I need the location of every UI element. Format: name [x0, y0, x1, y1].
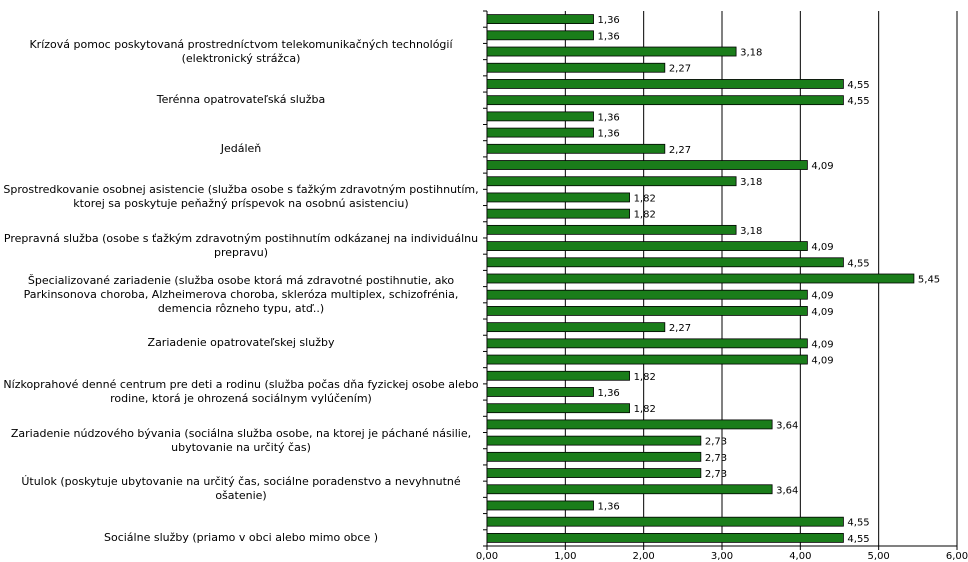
bar: [486, 338, 808, 349]
bar-value-label: 4,55: [847, 96, 869, 107]
bar: [486, 30, 594, 41]
bar-value-label: 1,36: [598, 501, 620, 512]
bar: [486, 451, 702, 462]
bar: [486, 208, 630, 219]
bar-value-label: 1,82: [634, 404, 656, 415]
bar: [486, 289, 808, 300]
category-label: Krízová pomoc poskytovaná prostredníctvo…: [29, 37, 453, 65]
bar-value-label: 1,82: [634, 210, 656, 221]
bar: [486, 532, 844, 543]
bar-value-label: 2,27: [669, 323, 691, 334]
bar: [486, 403, 630, 414]
bar: [486, 322, 666, 333]
bar-value-label: 1,36: [598, 388, 620, 399]
category-label: Sprostredkovanie osobnej asistencie (slu…: [3, 183, 479, 211]
category-label: Špecializované zariadenie (služba osobe …: [23, 273, 459, 315]
bar-value-label: 2,27: [669, 64, 691, 75]
bar: [486, 257, 844, 268]
bar-value-label: 3,64: [776, 420, 798, 431]
bar: [486, 273, 915, 284]
bar: [486, 160, 808, 170]
bar-value-label: 2,73: [705, 469, 727, 480]
x-tick-label: 5,00: [868, 551, 890, 562]
category-label: Prepravná služba (osobe s ťažkým zdravot…: [3, 232, 479, 260]
bar: [486, 516, 844, 527]
bar: [486, 79, 844, 89]
bar-value-label: 1,36: [598, 15, 620, 26]
x-tick-label: 6,00: [946, 551, 968, 562]
bar-value-label: 4,09: [811, 307, 833, 318]
bar-value-label: 3,18: [740, 177, 762, 188]
bar: [486, 370, 630, 381]
category-label: Zariadenie núdzového bývania (sociálna s…: [10, 426, 472, 454]
x-tick-label: 3,00: [711, 551, 733, 562]
bar-value-label: 3,18: [740, 226, 762, 237]
bar-value-label: 3,18: [740, 48, 762, 59]
bar: [486, 468, 702, 478]
bar: [486, 143, 666, 154]
category-label: Jedáleň: [220, 141, 262, 155]
bar: [486, 176, 737, 187]
bar: [486, 14, 594, 25]
bar: [486, 435, 702, 446]
category-label: Útulok (poskytuje ubytovanie na určitý č…: [21, 475, 461, 503]
bar-value-label: 3,64: [776, 485, 798, 496]
bar: [486, 306, 808, 316]
bar-value-label: 4,55: [847, 80, 869, 91]
bar-value-label: 4,09: [811, 356, 833, 367]
x-tick-label: 1,00: [554, 551, 576, 562]
bar: [486, 46, 737, 57]
bar-value-label: 4,55: [847, 258, 869, 269]
bar-value-label: 1,36: [598, 31, 620, 42]
bar-value-label: 1,36: [598, 129, 620, 140]
bar-value-label: 4,09: [811, 291, 833, 302]
bar: [486, 387, 594, 397]
x-tick-label: 4,00: [789, 551, 811, 562]
bar: [486, 354, 808, 365]
category-label: Nízkoprahové denné centrum pre deti a ro…: [3, 377, 479, 405]
bar-value-label: 4,55: [847, 518, 869, 529]
bar: [486, 127, 594, 138]
bar: [486, 95, 844, 106]
bar-value-label: 5,45: [918, 275, 940, 286]
bar-value-label: 1,36: [598, 112, 620, 123]
category-label: Sociálne služby (priamo v obci alebo mim…: [103, 530, 379, 544]
bar: [486, 484, 773, 495]
bar-value-label: 2,73: [705, 437, 727, 448]
bar-value-label: 1,82: [634, 193, 656, 204]
x-tick-label: 2,00: [633, 551, 655, 562]
bar: [486, 241, 808, 251]
bar-value-label: 4,09: [811, 339, 833, 350]
category-label: Zariadenie opatrovateľskej služby: [147, 336, 335, 350]
bar-value-label: 4,55: [847, 534, 869, 545]
bar: [486, 224, 737, 235]
bar-value-label: 2,73: [705, 453, 727, 464]
x-tick-label: 0,00: [476, 551, 498, 562]
category-label: Terénna opatrovateľská služba: [156, 93, 326, 107]
bar: [486, 62, 666, 73]
bar: [486, 500, 594, 511]
bar: [486, 192, 630, 203]
bar-value-label: 1,82: [634, 372, 656, 383]
bar-value-label: 2,27: [669, 145, 691, 156]
bar-value-label: 4,09: [811, 161, 833, 172]
bar: [486, 419, 773, 430]
bar-value-label: 4,09: [811, 242, 833, 253]
bar: [486, 111, 594, 122]
